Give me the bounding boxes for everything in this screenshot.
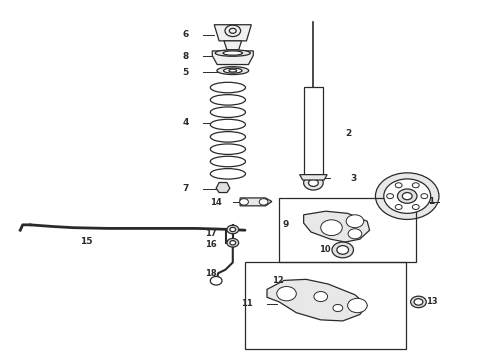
Ellipse shape	[223, 68, 242, 73]
Text: 13: 13	[426, 297, 438, 306]
Text: 6: 6	[183, 30, 189, 39]
Circle shape	[277, 287, 296, 301]
Circle shape	[387, 194, 393, 199]
Text: 8: 8	[183, 52, 189, 61]
Circle shape	[227, 238, 239, 247]
Circle shape	[375, 173, 439, 220]
Circle shape	[414, 299, 423, 305]
Bar	[279, 198, 416, 262]
Bar	[304, 87, 323, 176]
Text: 3: 3	[350, 174, 356, 183]
Circle shape	[384, 179, 431, 213]
Polygon shape	[224, 41, 242, 50]
Ellipse shape	[217, 67, 248, 75]
Text: 17: 17	[205, 229, 217, 238]
Circle shape	[227, 225, 239, 234]
Text: 7: 7	[182, 184, 189, 193]
Text: 5: 5	[183, 68, 189, 77]
Circle shape	[337, 246, 348, 254]
Circle shape	[259, 199, 268, 205]
Polygon shape	[240, 198, 272, 206]
Text: 9: 9	[283, 220, 289, 229]
Text: 18: 18	[205, 269, 217, 278]
Text: 2: 2	[345, 129, 351, 138]
Circle shape	[304, 176, 323, 190]
Circle shape	[347, 298, 367, 313]
Circle shape	[321, 220, 342, 235]
Polygon shape	[300, 175, 327, 180]
Circle shape	[413, 183, 419, 188]
Polygon shape	[214, 25, 251, 41]
Text: 16: 16	[205, 240, 217, 249]
Ellipse shape	[215, 50, 250, 56]
Text: 10: 10	[319, 246, 331, 255]
Circle shape	[346, 215, 364, 228]
Circle shape	[421, 194, 428, 199]
Text: 11: 11	[241, 299, 252, 308]
Circle shape	[395, 204, 402, 210]
Circle shape	[332, 242, 353, 258]
Circle shape	[333, 305, 343, 312]
Circle shape	[314, 292, 328, 302]
Circle shape	[230, 227, 236, 231]
Circle shape	[411, 296, 426, 308]
Text: 1: 1	[428, 197, 435, 206]
Polygon shape	[267, 279, 367, 321]
Text: 12: 12	[272, 276, 284, 285]
Circle shape	[402, 193, 412, 200]
Circle shape	[240, 199, 248, 205]
Text: 4: 4	[182, 118, 189, 127]
Polygon shape	[304, 211, 369, 242]
Circle shape	[210, 276, 222, 285]
Circle shape	[397, 189, 417, 203]
Text: 14: 14	[210, 198, 221, 207]
Circle shape	[309, 179, 318, 186]
Circle shape	[348, 229, 362, 239]
Circle shape	[395, 183, 402, 188]
Circle shape	[413, 204, 419, 210]
Ellipse shape	[223, 51, 243, 55]
Text: 15: 15	[80, 237, 93, 246]
Polygon shape	[216, 183, 230, 193]
Circle shape	[230, 240, 236, 245]
Bar	[245, 262, 406, 348]
Polygon shape	[212, 51, 253, 64]
